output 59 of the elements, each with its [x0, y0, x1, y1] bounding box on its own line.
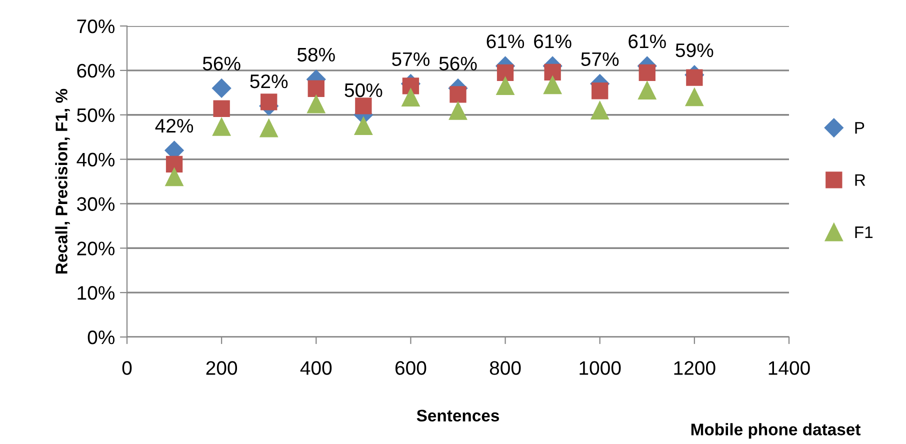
point	[355, 98, 372, 114]
data-label: 61%	[628, 34, 666, 48]
data-label: 61%	[534, 34, 572, 48]
data-label: 52%	[250, 74, 288, 88]
point	[212, 78, 232, 98]
data-label: 59%	[676, 43, 714, 58]
data-label: 42%	[155, 118, 194, 133]
y-tick-label: 60%	[77, 64, 115, 78]
point	[354, 116, 372, 135]
point	[166, 156, 183, 173]
point	[213, 100, 230, 117]
x-tick-label: 0	[122, 361, 132, 375]
data-label: 58%	[297, 48, 335, 62]
x-axis-title: Sentences	[416, 410, 500, 422]
point	[260, 94, 278, 110]
y-tick-label: 20%	[77, 242, 115, 256]
data-label: 57%	[392, 52, 430, 66]
point	[638, 81, 656, 100]
point	[307, 95, 326, 114]
y-tick-label: 70%	[77, 19, 115, 34]
point	[544, 64, 561, 81]
y-tick-label: 50%	[77, 108, 115, 122]
y-tick-label: 0%	[88, 330, 115, 344]
text: Mobile phone dataset	[691, 423, 861, 439]
data-label: 56%	[202, 56, 240, 70]
point	[260, 119, 278, 138]
x-tick-label: 1000	[580, 361, 621, 375]
x-tick-label: 600	[395, 361, 426, 375]
point	[448, 102, 468, 120]
x-tick-label: 200	[206, 361, 238, 375]
data-label: 56%	[439, 56, 477, 70]
point	[590, 101, 609, 120]
point	[638, 64, 656, 81]
point	[165, 168, 184, 186]
point	[402, 78, 420, 94]
x-tick-label: 1400	[768, 361, 810, 375]
data-label: 50%	[344, 83, 382, 98]
point	[685, 88, 704, 106]
legend-label: F1	[855, 226, 873, 238]
x-tick-label: 400	[300, 361, 332, 375]
point	[592, 82, 608, 100]
x-tick-label: 800	[490, 361, 521, 375]
legend-label: R	[855, 174, 866, 186]
x-tick-label: 1200	[674, 361, 716, 375]
point	[450, 86, 466, 103]
y-tick-label: 10%	[78, 286, 115, 300]
point	[308, 80, 324, 97]
point	[496, 76, 514, 96]
point	[686, 69, 703, 86]
point	[402, 88, 420, 107]
data-label: 57%	[581, 52, 619, 66]
legend-label: P	[855, 122, 864, 134]
point	[496, 64, 514, 81]
point	[544, 76, 562, 94]
y-tick-label: 40%	[76, 152, 115, 167]
point	[212, 118, 231, 136]
data-label: 61%	[486, 34, 524, 48]
y-axis-title: Recall, Precision, F1, %	[55, 88, 70, 274]
y-tick-label: 30%	[77, 197, 115, 211]
